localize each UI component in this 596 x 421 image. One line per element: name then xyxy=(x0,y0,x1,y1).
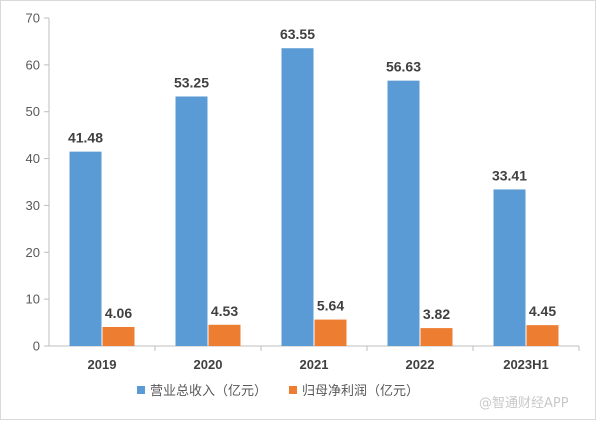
y-tick-label: 70 xyxy=(26,11,40,26)
y-tick-label: 10 xyxy=(26,292,40,307)
x-tick-label: 2022 xyxy=(406,357,435,372)
y-tick-label: 50 xyxy=(26,104,40,119)
bar-revenue xyxy=(493,189,526,346)
bar-revenue xyxy=(175,96,208,346)
data-label: 41.48 xyxy=(68,130,103,146)
legend-swatch xyxy=(289,386,297,394)
x-tick-label: 2023H1 xyxy=(503,357,549,372)
data-label: 63.55 xyxy=(280,26,315,42)
data-label: 4.06 xyxy=(105,305,132,321)
data-label: 56.63 xyxy=(386,59,421,75)
watermark: @智通财经APP xyxy=(479,396,569,411)
bar-revenue xyxy=(281,48,314,346)
data-label: 4.45 xyxy=(529,303,556,319)
data-label: 5.64 xyxy=(317,298,344,314)
y-tick-label: 30 xyxy=(26,198,40,213)
data-label: 4.53 xyxy=(211,303,238,319)
bar-revenue xyxy=(387,80,420,346)
bar-net-profit xyxy=(420,328,453,346)
y-tick-label: 0 xyxy=(33,339,40,354)
bar-net-profit xyxy=(208,324,241,346)
bar-net-profit xyxy=(314,319,347,346)
x-tick-label: 2021 xyxy=(300,357,329,372)
y-tick-label: 60 xyxy=(26,57,40,72)
x-tick-label: 2019 xyxy=(88,357,117,372)
legend-swatch xyxy=(137,386,145,394)
data-label: 33.41 xyxy=(492,167,527,183)
y-tick-label: 40 xyxy=(26,151,40,166)
data-label: 53.25 xyxy=(174,74,209,90)
legend-label: 营业总收入（亿元） xyxy=(150,384,267,399)
legend-label: 归母净利润（亿元） xyxy=(302,384,419,399)
data-label: 3.82 xyxy=(423,306,450,322)
bar-revenue xyxy=(69,151,102,346)
bar-net-profit xyxy=(526,325,559,346)
y-tick-label: 20 xyxy=(26,245,40,260)
bar-net-profit xyxy=(102,326,135,346)
x-tick-label: 2020 xyxy=(194,357,223,372)
